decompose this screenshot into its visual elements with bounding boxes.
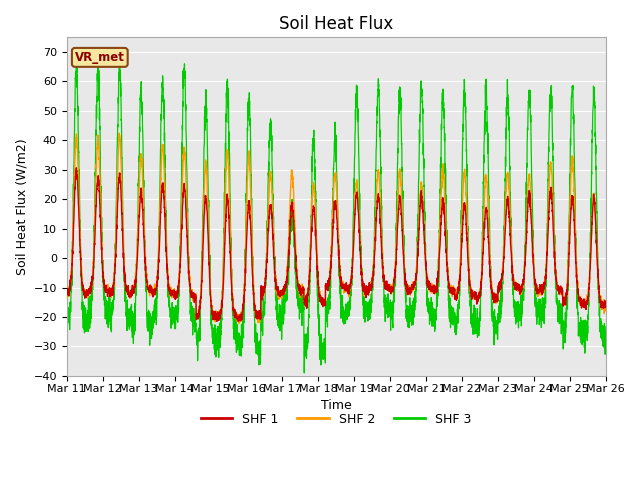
Text: VR_met: VR_met [75, 51, 125, 64]
X-axis label: Time: Time [321, 399, 351, 412]
Title: Soil Heat Flux: Soil Heat Flux [279, 15, 394, 33]
Legend: SHF 1, SHF 2, SHF 3: SHF 1, SHF 2, SHF 3 [196, 408, 476, 431]
Y-axis label: Soil Heat Flux (W/m2): Soil Heat Flux (W/m2) [15, 138, 28, 275]
